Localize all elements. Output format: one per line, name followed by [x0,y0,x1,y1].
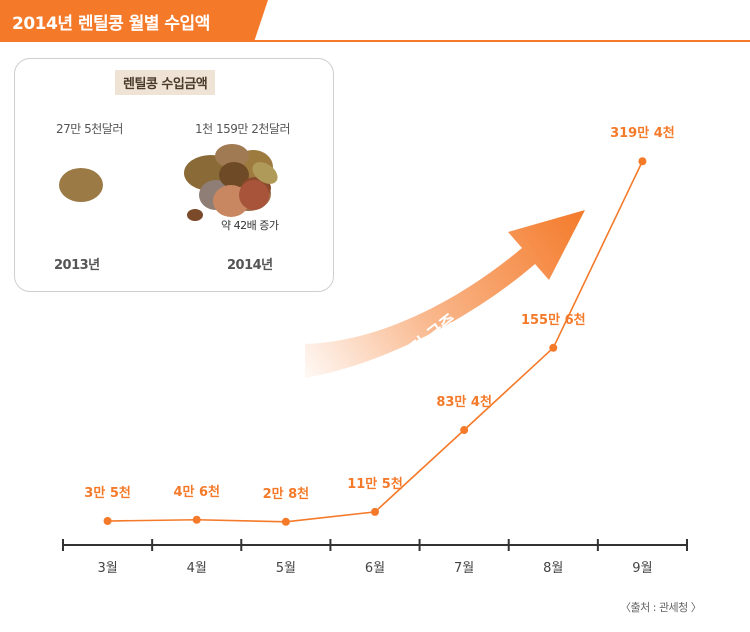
data-point [103,517,112,526]
data-point [460,426,469,435]
increase-note: 약 42배 증가 [221,219,279,232]
data-label: 2만 8천 [263,486,310,502]
data-label: 319만 4천 [610,125,675,141]
year-2014: 2014년 [227,258,273,273]
x-tick-label: 4월 [187,561,207,576]
data-point [281,517,290,526]
x-tick-label: 8월 [543,561,563,576]
data-point [549,343,558,352]
x-tick-label: 9월 [632,561,652,576]
title-banner [0,0,268,42]
inset-title: 렌틸콩 수입금액 [115,70,216,95]
import-comparison-box: 렌틸콩 수입금액 27만 5천달러 1천 159만 2천달러 약 42배 증가 … [14,58,334,292]
x-tick-label: 3월 [97,561,117,576]
data-point [371,507,379,516]
data-point [192,515,201,524]
data-label: 155만 6천 [521,312,586,328]
data-label: 83만 4천 [436,394,492,410]
page-title: 2014년 렌틸콩 월별 수입액 [12,14,210,34]
lentil-2013-icon [59,168,103,202]
trend-arrow [305,210,585,378]
data-label: 11만 5천 [347,476,403,492]
title-underline [0,40,750,42]
data-point [638,157,647,166]
year-2013: 2013년 [54,258,100,273]
lentil-illustration [59,144,278,221]
data-label: 4만 6천 [173,484,220,500]
x-tick-label: 6월 [365,561,385,576]
amount-2014: 1천 159만 2천달러 [195,122,291,136]
x-tick-label: 7월 [454,561,474,576]
lentil-pile-2014-icon [184,144,278,221]
source-note: 〈출처 : 관세청 〉 [620,601,702,614]
data-label: 3만 5천 [84,485,131,501]
amount-2013: 27만 5천달러 [56,122,123,136]
x-tick-label: 5월 [276,561,296,576]
